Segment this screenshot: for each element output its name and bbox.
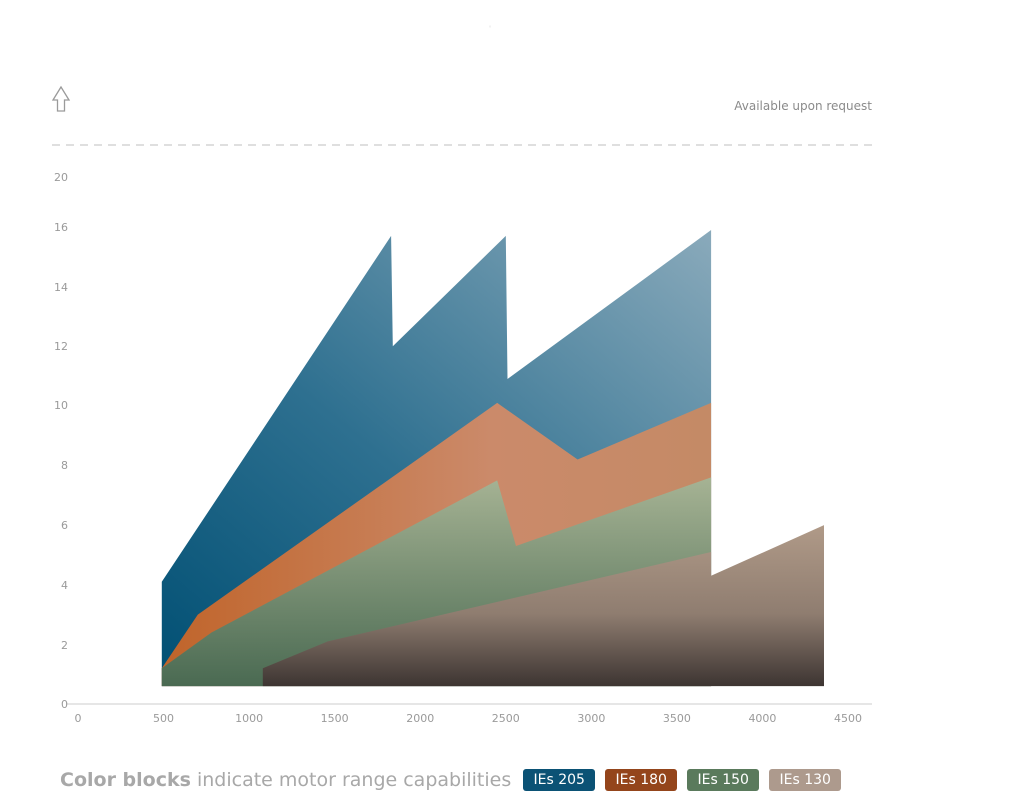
x-tick-label: 4500 [834,712,862,725]
area-ies-130 [262,525,824,687]
y-tick-label: 20 [54,171,68,184]
y-tick-label: 10 [54,399,68,412]
y-tick-labels: 0 2 4 6 8 10 12 14 16 20 [54,171,68,711]
x-tick-labels: 0 500 1000 1500 2000 2500 3000 3500 4000 4500 [75,712,863,725]
legend-caption-rest: indicate motor range capabilities [190,769,512,791]
y-tick-label: 14 [54,281,68,294]
legend-caption: Color blocks indicate motor range capabi… [60,769,511,791]
availability-note: Available upon request [734,99,872,113]
legend: Color blocks indicate motor range capabi… [60,766,851,794]
y-tick-label: 8 [61,459,68,472]
x-tick-label: 2500 [492,712,520,725]
x-tick-label: 3000 [577,712,605,725]
y-tick-label: 0 [61,698,68,711]
x-tick-label: 1500 [321,712,349,725]
x-tick-label: 500 [153,712,174,725]
up-arrow-icon [51,85,71,112]
x-tick-label: 3500 [663,712,691,725]
x-tick-label: 4000 [748,712,776,725]
x-tick-label: 1000 [235,712,263,725]
y-tick-label: 4 [61,579,68,592]
area-chart: · Available upon request 0 2 4 6 8 10 12 14 16 20… [51,17,872,725]
legend-chip-ies-150: IEs 150 [687,769,760,791]
y-tick-label: 12 [54,340,68,353]
x-tick-label: 0 [75,712,82,725]
area-series-group [161,230,824,687]
y-tick-label: 16 [54,221,68,234]
chart-title-faint: · [487,17,492,36]
y-tick-label: 6 [61,519,68,532]
x-tick-label: 2000 [406,712,434,725]
legend-caption-bold: Color blocks [60,769,191,791]
legend-chip-ies-180: IEs 180 [605,769,678,791]
legend-chip-ies-130: IEs 130 [769,769,842,791]
y-tick-label: 2 [61,639,68,652]
legend-chip-ies-205: IEs 205 [523,769,596,791]
